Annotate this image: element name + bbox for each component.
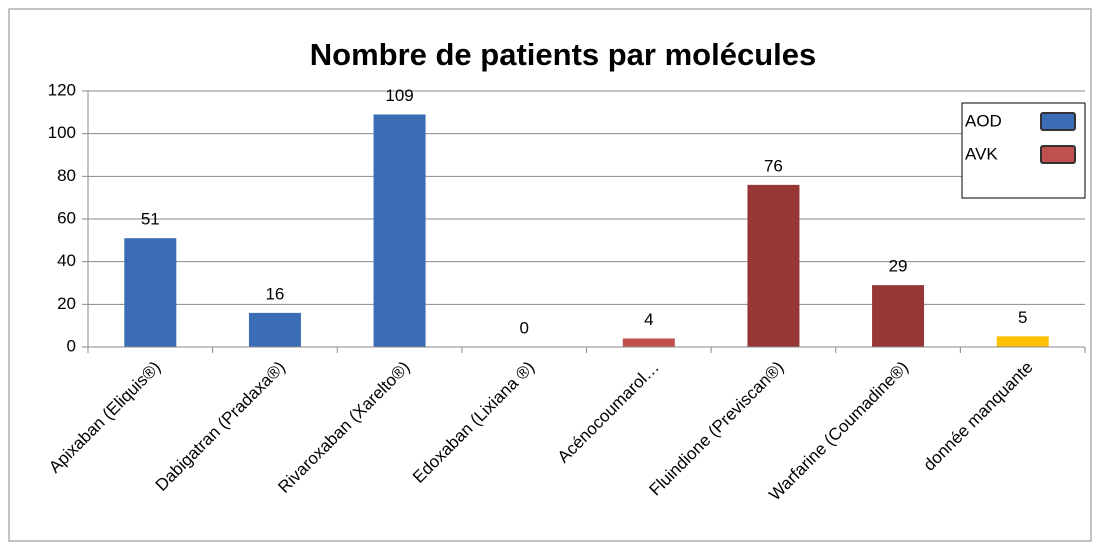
data-label: 109: [385, 86, 413, 105]
data-label: 5: [1018, 308, 1027, 327]
y-tick-label: 60: [57, 208, 76, 227]
bar: [747, 184, 800, 347]
legend-label: AVK: [965, 144, 998, 163]
y-tick-label: 0: [67, 336, 76, 355]
data-label: 0: [519, 318, 528, 337]
y-tick-label: 80: [57, 166, 76, 185]
y-tick-label: 120: [48, 80, 76, 99]
bar: [622, 338, 675, 347]
chart-title: Nombre de patients par molécules: [310, 37, 816, 72]
data-label: 4: [644, 310, 653, 329]
legend-label: AOD: [965, 111, 1002, 130]
legend-swatch: [1040, 145, 1076, 164]
data-label: 29: [889, 257, 908, 276]
bar: [373, 114, 426, 347]
data-label: 16: [265, 284, 284, 303]
bar: [124, 238, 177, 347]
legend-swatch: [1040, 112, 1076, 131]
y-tick-label: 20: [57, 294, 76, 313]
chart-border: [8, 8, 1092, 542]
bar: [872, 285, 925, 347]
y-tick-label: 100: [48, 123, 76, 142]
bar: [996, 336, 1049, 347]
data-label: 76: [764, 156, 783, 175]
data-label: 51: [141, 210, 160, 229]
y-tick-label: 40: [57, 251, 76, 270]
bar: [248, 312, 301, 347]
